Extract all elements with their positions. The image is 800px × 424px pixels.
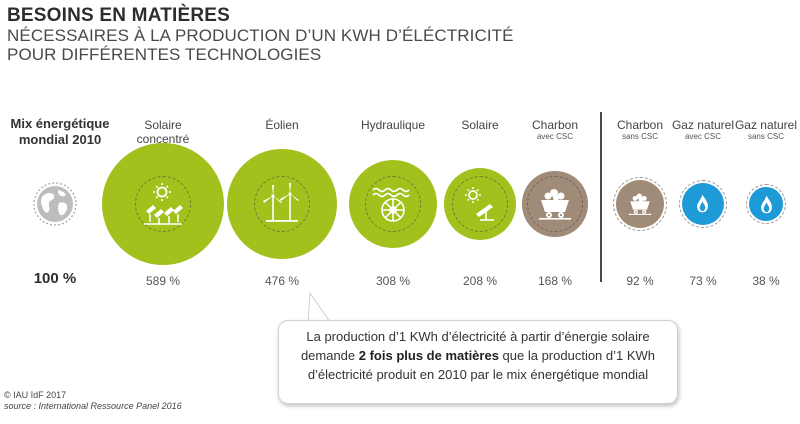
reference-label-line2: mondial 2010	[18, 132, 102, 147]
bubble-solaire	[443, 167, 517, 241]
reference-ring	[451, 175, 508, 232]
callout-text-after: que la production d’1 KWh d’électricité …	[307, 348, 656, 382]
reference-ring	[678, 179, 728, 229]
source-text: source : International Ressource Panel 2…	[4, 401, 182, 411]
category-name: Éolien	[265, 118, 299, 132]
reference-ring	[526, 175, 583, 232]
technology-divider	[600, 112, 602, 282]
solar-callout: La production d’1 KWh d’électricité à pa…	[278, 320, 678, 404]
callout-text-bold: 2 fois plus de matières	[358, 348, 499, 363]
bubble-charbon-sans-csc	[612, 176, 668, 232]
reference-ring	[612, 176, 668, 232]
reference-ring	[253, 175, 310, 232]
globe-icon	[33, 182, 77, 226]
category-label-hydraulique: Hydraulique	[351, 118, 435, 132]
solar-panel-icon	[460, 184, 500, 224]
category-name: Charbon	[531, 118, 579, 132]
value-label-solaire-concentre: 589 %	[145, 274, 181, 288]
coal-cart-icon	[626, 192, 654, 216]
category-name: Charbon	[616, 118, 664, 132]
chart-title-block: BESOINS EN MATIÈRES NÉCESSAIRES À LA PRO…	[7, 5, 514, 64]
reference-ring	[135, 176, 191, 232]
bubble-gaz-naturel-avec-csc	[678, 179, 728, 229]
value-label-gaz-naturel-avec-csc: 73 %	[689, 274, 717, 288]
reference-label: Mix énergétique mondial 2010	[0, 116, 120, 148]
bubble-charbon-avec-csc	[522, 171, 588, 237]
callout-text-before: La production d’1 KWh d’électricité à pa…	[300, 329, 650, 363]
value-label-solaire: 208 %	[462, 274, 498, 288]
value-label-hydraulique: 308 %	[375, 274, 411, 288]
category-label-gaz-naturel-avec-csc: Gaz naturel avec CSC	[661, 118, 745, 142]
wind-turbine-icon	[260, 182, 304, 226]
category-sublabel: sans CSC	[621, 132, 658, 141]
gas-flame-icon	[759, 194, 774, 215]
gas-flame-icon	[695, 193, 710, 214]
bubble-gaz-naturel-sans-csc	[746, 184, 786, 224]
category-label-charbon-avec-csc: Charbon avec CSC	[513, 118, 597, 142]
category-name: Gaz naturel	[671, 118, 735, 132]
category-name: Solaire concentré	[136, 118, 190, 146]
bubble-hydraulique	[348, 159, 438, 249]
category-sublabel: avec CSC	[536, 132, 573, 141]
reference-ring	[364, 175, 421, 232]
category-label-solaire: Solaire	[438, 118, 522, 132]
chart-subtitle-line2: POUR DIFFÉRENTES TECHNOLOGIES	[7, 45, 322, 64]
bubble-eolien	[227, 149, 337, 259]
category-label-charbon-sans-csc: Charbon sans CSC	[598, 118, 682, 142]
reference-value: 100 %	[33, 270, 77, 287]
category-name: Solaire	[461, 118, 499, 132]
copyright-text: © IAU îdF 2017	[4, 390, 67, 400]
credit: © IAU îdF 2017 source : International Re…	[4, 390, 182, 412]
water-wheel-icon	[370, 184, 416, 224]
bubble-solaire-concentre	[102, 143, 224, 265]
category-sublabel: avec CSC	[684, 132, 721, 141]
solar-concentrator-icon	[140, 181, 186, 227]
value-label-charbon-avec-csc: 168 %	[537, 274, 573, 288]
reference-label-line1: Mix énergétique	[10, 116, 110, 131]
chart-title: BESOINS EN MATIÈRES	[7, 5, 231, 26]
category-label-eolien: Éolien	[240, 118, 324, 132]
category-sublabel: sans CSC	[747, 132, 784, 141]
value-label-eolien: 476 %	[264, 274, 300, 288]
coal-cart-icon	[535, 187, 575, 221]
category-label-gaz-naturel-sans-csc: Gaz naturel sans CSC	[724, 118, 800, 142]
category-label-solaire-concentre: Solaire concentré	[128, 118, 198, 146]
chart-subtitle-line1: NÉCESSAIRES À LA PRODUCTION D’UN KWH D’É…	[7, 26, 514, 45]
category-name: Hydraulique	[360, 118, 426, 132]
category-name: Gaz naturel	[734, 118, 798, 132]
value-label-charbon-sans-csc: 92 %	[626, 274, 654, 288]
reference-ring	[746, 184, 786, 224]
value-label-gaz-naturel-sans-csc: 38 %	[752, 274, 780, 288]
